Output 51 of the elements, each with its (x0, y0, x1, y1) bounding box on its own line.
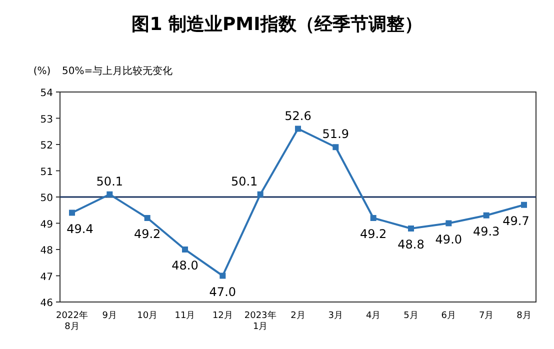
data-label: 48.8 (398, 238, 424, 252)
data-label: 49.2 (360, 227, 387, 241)
x-tick-label: 12月 (212, 311, 233, 321)
x-tick-label: 2023年 1月 (244, 310, 276, 332)
point (257, 191, 264, 198)
data-label: 48.0 (172, 258, 198, 272)
point (295, 126, 301, 132)
data-label: 47.0 (209, 284, 236, 299)
point (408, 226, 414, 232)
y-axis-title: (%) (33, 66, 51, 77)
data-label: 49.4 (66, 222, 94, 236)
point (370, 215, 376, 221)
x-tick-label: 11月 (174, 311, 196, 321)
y-tick-label: 49 (40, 219, 53, 230)
x-tick-label: 9月 (102, 311, 118, 321)
y-tick-label: 54 (40, 88, 53, 99)
data-label: 49.2 (134, 227, 161, 241)
x-tick-label: 8月 (516, 311, 532, 321)
data-label: 49.3 (472, 224, 500, 238)
point (521, 202, 527, 208)
x-tick-label: 4月 (366, 311, 381, 321)
point (182, 246, 188, 252)
text: 50%=与上月比较无变化 (62, 65, 173, 77)
x-tick-label: 2022年 8月 (56, 310, 88, 332)
data-label: 49.7 (502, 214, 530, 228)
y-tick-label: 47 (40, 272, 53, 283)
point (144, 215, 150, 221)
x-tick-label: 7月 (478, 311, 494, 321)
y-tick-label: 46 (40, 298, 53, 309)
point (332, 144, 339, 150)
x-tick-label: 6月 (441, 311, 456, 321)
y-tick-label: 51 (40, 166, 53, 178)
point (483, 212, 490, 218)
y-tick-label: 48 (40, 246, 53, 256)
x-tick-label: 10月 (137, 311, 158, 321)
point (69, 210, 75, 216)
data-label: 50.1 (96, 174, 124, 188)
x-tick-label: 3月 (328, 311, 344, 321)
y-tick-label: 50 (40, 193, 53, 204)
data-label: 50.1 (230, 174, 258, 188)
data-label: 49.0 (435, 232, 462, 246)
data-label: 52.6 (284, 108, 312, 123)
y-tick-label: 52 (40, 140, 53, 152)
x-tick-label: 2月 (290, 311, 306, 321)
point (220, 272, 226, 279)
y-tick-label: 53 (40, 114, 53, 126)
chart-title: 图1 制造业PMI指数（经季节调整） (132, 14, 422, 35)
point (446, 220, 452, 226)
x-tick-label: 5月 (404, 311, 418, 321)
point (106, 191, 113, 198)
data-label: 51.9 (322, 127, 350, 142)
